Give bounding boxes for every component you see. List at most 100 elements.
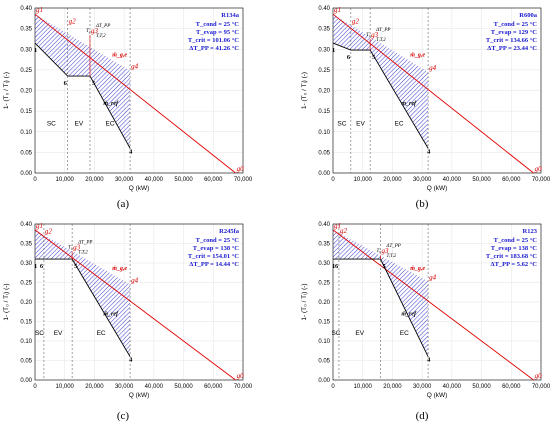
x-tick-label: 10,000 [354, 177, 373, 183]
gas-point-label: g1 [36, 6, 43, 14]
ref-point-label: 1 [332, 47, 335, 54]
y-tick-label: 0.00 [318, 171, 330, 177]
region-label: EC [400, 330, 409, 337]
info-line: T_crit = 134.66 °C [486, 37, 537, 44]
x-axis-label: Q (kW) [129, 185, 150, 192]
heat-transfer-area [35, 229, 131, 357]
x-tick-label: 60,000 [502, 177, 521, 183]
y-tick-label: 0.20 [20, 89, 32, 95]
x-tick-label: 30,000 [413, 384, 432, 390]
y-tick-label: 0.25 [318, 68, 330, 74]
chart-panel: 0.00 0.05 0.10 0.15 0.20 0.25 0.30 0.35 0.40 0 10,… [301, 6, 550, 210]
x-tick-label: 10,000 [354, 384, 373, 390]
y-tick-label: 0.05 [20, 150, 32, 156]
region-label: EC [106, 121, 115, 128]
info-line: T_evap = 138 °C [193, 245, 240, 252]
x-tick-label: 70,000 [234, 384, 253, 390]
ref-point-label: 5 [92, 80, 96, 87]
info-line: T_cond = 25 °C [196, 237, 240, 244]
gas-point-label: g1 [334, 6, 341, 14]
gas-point-label: g2 [340, 227, 348, 235]
x-tick-label: 20,000 [85, 384, 104, 390]
heat-transfer-area [35, 14, 131, 149]
ref-point-label: 6 [347, 54, 351, 61]
info-line: T_evap = 95 °C [196, 29, 239, 36]
ref-point-label: 1 [34, 47, 37, 54]
ref-point-label: 6 [335, 263, 339, 270]
gas-point-label: g2 [352, 17, 360, 25]
y-tick-label: 0.35 [318, 27, 330, 33]
info-line: T_evap = 129 °C [491, 29, 538, 36]
gas-point-label: g4 [429, 64, 437, 72]
y-tick-label: 0.35 [20, 242, 32, 248]
panel-caption: (b) [416, 198, 429, 210]
ref-point-label: 5 [74, 263, 78, 270]
gas-point-label: g0 [237, 165, 245, 173]
info-line: T_cond = 25 °C [494, 237, 538, 244]
gas-point-label: g1 [36, 222, 43, 230]
info-line: T_evap = 138 °C [491, 245, 538, 252]
gas-point-label: g3 [371, 31, 379, 39]
ref-point-label: 4 [427, 357, 431, 364]
gas-flow-label: ṁ_g,e [112, 266, 127, 272]
x-tick-label: 30,000 [413, 177, 432, 183]
gas-line [34, 13, 236, 174]
formula-label: ΔT_PP [386, 244, 401, 249]
x-tick-label: 60,000 [502, 384, 521, 390]
gas-point-label: g3 [91, 27, 99, 35]
x-tick-label: 20,000 [383, 384, 402, 390]
formula-label: ΔT_PP [375, 28, 390, 33]
y-tick-label: 0.25 [20, 68, 32, 74]
y-tick-label: 0.15 [318, 109, 330, 115]
x-tick-label: 20,000 [383, 177, 402, 183]
y-tick-label: 0.15 [20, 320, 32, 326]
ref-point-label: 1 [34, 263, 37, 270]
gas-point-label: g4 [131, 276, 139, 284]
info-line: ΔT_PP = 41.26 °C [189, 45, 239, 52]
refrigerant-flow-label: ṁ_ref [103, 312, 119, 318]
x-tick-label: 30,000 [115, 384, 134, 390]
refrigerant-flow-label: ṁ_ref [103, 101, 119, 107]
panel-caption: (a) [117, 198, 130, 210]
region-label: SC [337, 121, 346, 128]
y-tick-label: 0.40 [318, 6, 330, 12]
region-label: EV [356, 121, 365, 128]
y-tick-label: 0.20 [318, 300, 330, 306]
fluid-name: R245fa [219, 228, 240, 235]
formula-label: TᵢTᵢ2 [376, 38, 386, 43]
x-tick-label: 10,000 [56, 177, 75, 183]
y-axis-label: 1- (T₀ / Tᵢ) (-) [301, 72, 308, 109]
x-tick-label: 20,000 [85, 177, 104, 183]
gas-point-label: g2 [45, 228, 53, 236]
y-tick-label: 0.10 [20, 130, 32, 136]
x-tick-label: 50,000 [472, 177, 491, 183]
y-tick-label: 0.20 [318, 89, 330, 95]
heat-transfer-area [333, 14, 429, 149]
x-tick-label: 70,000 [234, 177, 253, 183]
y-tick-label: 0.40 [318, 222, 330, 228]
y-tick-label: 0.20 [20, 300, 32, 306]
ref-point-label: 4 [427, 148, 431, 155]
refrigerant-line [333, 258, 429, 357]
region-label: SC [331, 330, 340, 337]
x-tick-label: 0 [331, 384, 335, 390]
y-tick-label: 0.35 [20, 27, 32, 33]
gas-point-label: g3 [382, 247, 390, 255]
fluid-name: R123 [523, 228, 538, 235]
y-tick-label: 0.30 [20, 47, 32, 53]
x-tick-label: 40,000 [145, 384, 164, 390]
chart-panel: 0.00 0.05 0.10 0.15 0.20 0.25 0.30 0.35 0.40 0 10,… [3, 6, 253, 210]
plot-frame [34, 223, 244, 381]
region-label: EV [54, 330, 63, 337]
ref-point-label: 6 [40, 263, 44, 270]
y-tick-label: 0.05 [318, 150, 330, 156]
x-tick-label: 10,000 [56, 384, 75, 390]
formula-label: TᵢTᵢ2 [96, 34, 106, 39]
x-tick-label: 70,000 [532, 384, 550, 390]
gas-point-label: g0 [237, 372, 245, 380]
panel-caption: (c) [117, 410, 130, 422]
region-label: SC [47, 121, 56, 128]
x-axis-label: Q (kW) [427, 392, 448, 399]
ref-point-label: 1 [332, 263, 335, 270]
refrigerant-line [35, 258, 131, 357]
